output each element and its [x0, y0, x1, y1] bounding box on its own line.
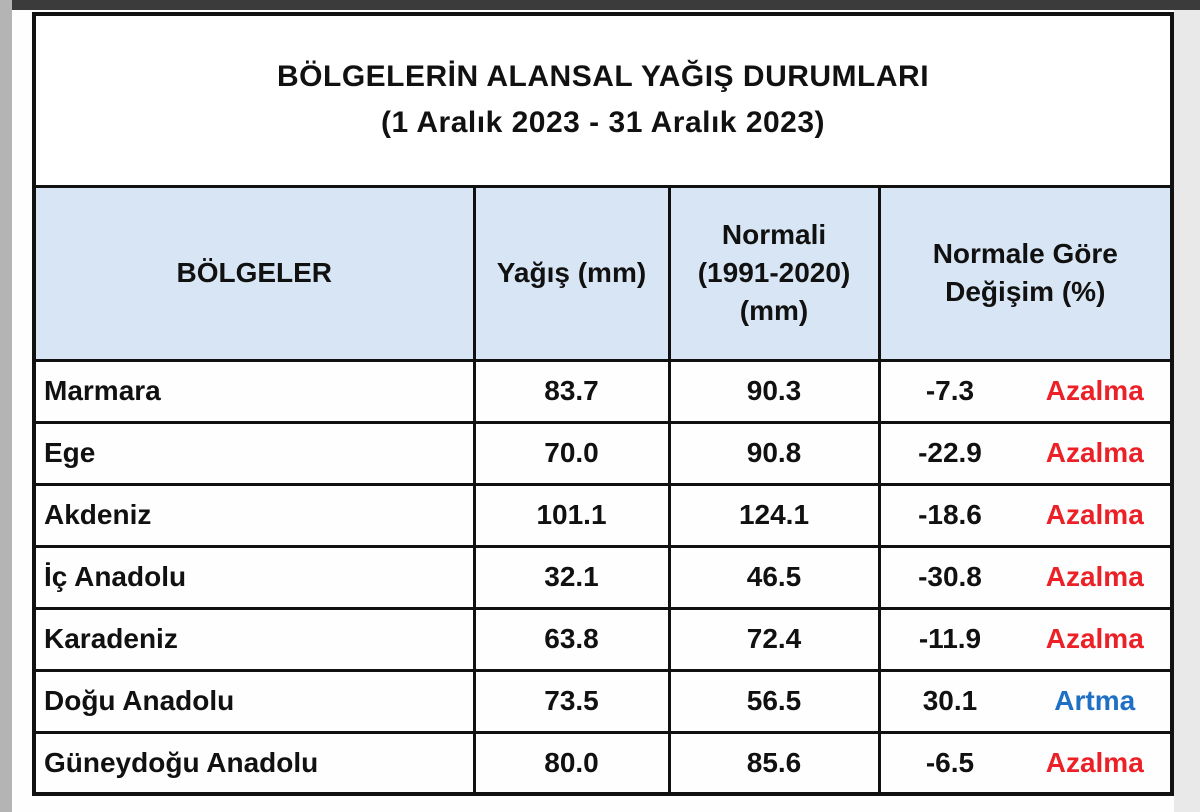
rainfall-value: 63.8 — [472, 606, 671, 672]
viewer-right-edge — [1174, 10, 1200, 812]
normal-value: 85.6 — [667, 730, 881, 796]
rainfall-value: 73.5 — [472, 668, 671, 734]
region-name: Güneydoğu Anadolu — [32, 730, 476, 796]
title-row: BÖLGELERİN ALANSAL YAĞIŞ DURUMLARI (1 Ar… — [32, 12, 1174, 188]
table-row: Karadeniz 63.8 72.4 -11.9 Azalma — [32, 606, 1174, 672]
trend-label: Azalma — [1045, 437, 1144, 468]
normal-value: 90.8 — [667, 420, 881, 486]
trend-label: Azalma — [1045, 746, 1144, 778]
change-value: 30.1 — [922, 685, 978, 716]
column-header-change-line2: Değişim (%) — [945, 276, 1106, 307]
normal-value: 124.1 — [667, 482, 881, 548]
column-header-normal-line3: (mm) — [739, 294, 809, 326]
change-value: -30.8 — [918, 561, 982, 592]
trend-label: Azalma — [1045, 499, 1144, 530]
normal-value: 90.3 — [667, 358, 881, 424]
viewer-left-edge — [0, 0, 12, 812]
column-header-regions: BÖLGELER — [32, 184, 476, 362]
column-header-rainfall: Yağış (mm) — [472, 184, 671, 362]
table-subtitle: (1 Aralık 2023 - 31 Aralık 2023) — [381, 106, 826, 140]
change-value: -11.9 — [918, 623, 982, 654]
table-row: Akdeniz 101.1 124.1 -18.6 Azalma — [32, 482, 1174, 548]
column-header-change-line1: Normale Göre — [932, 238, 1118, 270]
rainfall-value: 83.7 — [472, 358, 671, 424]
table-row: Marmara 83.7 90.3 -7.3 Azalma — [32, 358, 1174, 424]
rainfall-value: 101.1 — [472, 482, 671, 548]
trend-label: Azalma — [1045, 375, 1144, 406]
table-row: Doğu Anadolu 73.5 56.5 30.1 Artma — [32, 668, 1174, 734]
rainfall-value: 32.1 — [472, 544, 671, 610]
region-name: Ege — [32, 420, 476, 486]
column-header-normal: Normali (1991-2020) (mm) — [667, 184, 881, 362]
change-value: -6.5 — [925, 746, 975, 778]
column-header-normal-line2: (1991-2020) — [697, 257, 851, 289]
table-row: Güneydoğu Anadolu 80.0 85.6 -6.5 Azalma — [32, 730, 1174, 796]
region-name: Karadeniz — [32, 606, 476, 672]
table-title: BÖLGELERİN ALANSAL YAĞIŞ DURUMLARI — [277, 59, 930, 93]
region-name: Akdeniz — [32, 482, 476, 548]
trend-label: Azalma — [1045, 623, 1144, 654]
trend-label: Artma — [1054, 685, 1136, 716]
precipitation-table: BÖLGELERİN ALANSAL YAĞIŞ DURUMLARI (1 Ar… — [32, 12, 1175, 796]
region-name: İç Anadolu — [32, 544, 476, 610]
column-header-change: Normale Göre Değişim (%) — [877, 184, 1174, 362]
trend-label: Azalma — [1045, 561, 1144, 592]
viewer-top-bar — [12, 0, 1200, 10]
table-row: İç Anadolu 32.1 46.5 -30.8 Azalma — [32, 544, 1174, 610]
column-header-normal-line1: Normali — [721, 219, 827, 251]
normal-value: 56.5 — [667, 668, 881, 734]
change-value: -7.3 — [925, 375, 975, 406]
header-row: BÖLGELER Yağış (mm) Normali (1991-2020) … — [32, 184, 1174, 362]
document-page: BÖLGELERİN ALANSAL YAĞIŞ DURUMLARI (1 Ar… — [12, 10, 1175, 812]
table-row: Ege 70.0 90.8 -22.9 Azalma — [32, 420, 1174, 486]
rainfall-value: 80.0 — [472, 730, 671, 796]
change-value: -18.6 — [918, 499, 982, 530]
normal-value: 46.5 — [667, 544, 881, 610]
normal-value: 72.4 — [667, 606, 881, 672]
rainfall-value: 70.0 — [472, 420, 671, 486]
change-value: -22.9 — [918, 437, 982, 468]
region-name: Marmara — [32, 358, 476, 424]
region-name: Doğu Anadolu — [32, 668, 476, 734]
